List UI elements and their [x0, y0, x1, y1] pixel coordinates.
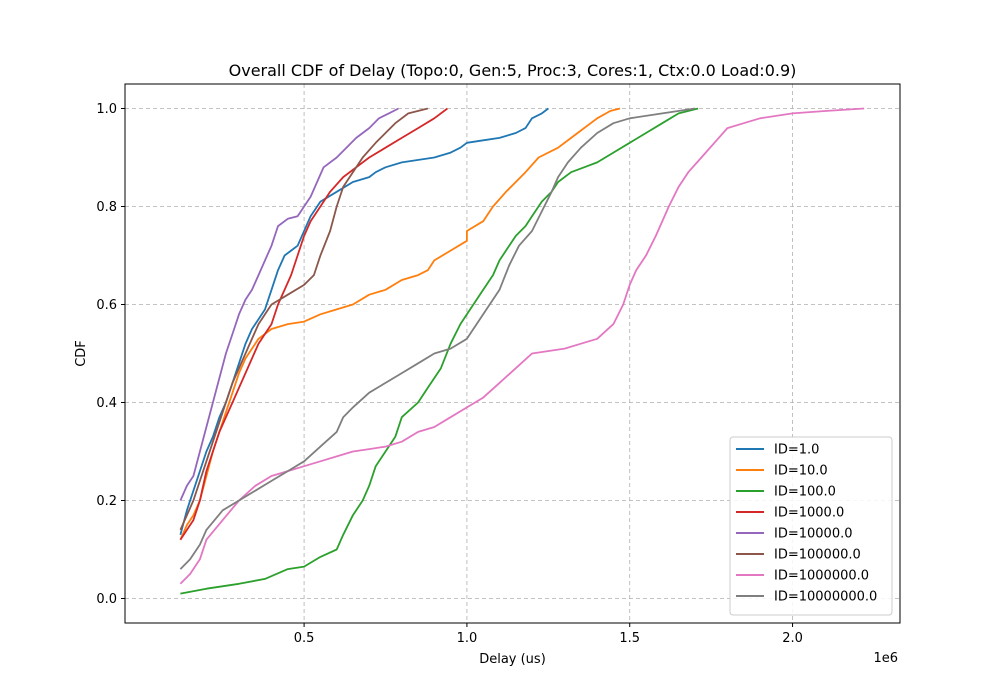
series-line	[179, 107, 448, 541]
x-tick-label: 0.5	[294, 631, 315, 646]
legend: ID=1.0 ID=10.0 ID=100.0 ID=1000.0 ID=10000.0…	[729, 436, 893, 616]
y-axis-label: CDF	[74, 340, 89, 367]
legend-label: ID=10000000.0	[774, 590, 877, 605]
series-line	[179, 107, 865, 585]
x-tick-label: 2.0	[782, 631, 803, 646]
legend-label: ID=100000.0	[774, 548, 861, 563]
legend-label: ID=1000.0	[774, 506, 844, 521]
chart-title: Overall CDF of Delay (Topo:0, Gen:5, Pro…	[229, 61, 797, 80]
x-offset-label: 1e6	[873, 651, 898, 666]
y-tick-label: 0.0	[96, 592, 117, 607]
legend-label: ID=10.0	[774, 464, 828, 479]
y-tick-label: 1.0	[96, 102, 117, 117]
y-tick-label: 0.4	[96, 396, 117, 411]
series-line	[179, 107, 696, 570]
y-tick-label: 0.8	[96, 200, 117, 215]
axis-ticks: 0.5 1.0 1.5 2.0 0.0 0.2 0.4 0.6 0.8 1.0	[96, 102, 803, 646]
series-line	[179, 107, 621, 541]
x-tick-label: 1.5	[619, 631, 640, 646]
legend-label: ID=10000.0	[774, 527, 853, 542]
legend-label: ID=1000000.0	[774, 569, 869, 584]
legend-label: ID=1.0	[774, 443, 819, 458]
legend-box	[729, 436, 893, 616]
x-tick-label: 1.0	[457, 631, 478, 646]
x-axis-label: Delay (us)	[479, 652, 546, 667]
series-lines	[179, 107, 865, 595]
y-tick-label: 0.2	[96, 494, 117, 509]
plot-area-frame	[124, 83, 901, 624]
series-line	[179, 107, 429, 531]
y-tick-label: 0.6	[96, 298, 117, 313]
legend-label: ID=100.0	[774, 485, 836, 500]
series-line	[179, 107, 399, 501]
series-line	[179, 107, 549, 536]
series-line	[180, 107, 699, 595]
